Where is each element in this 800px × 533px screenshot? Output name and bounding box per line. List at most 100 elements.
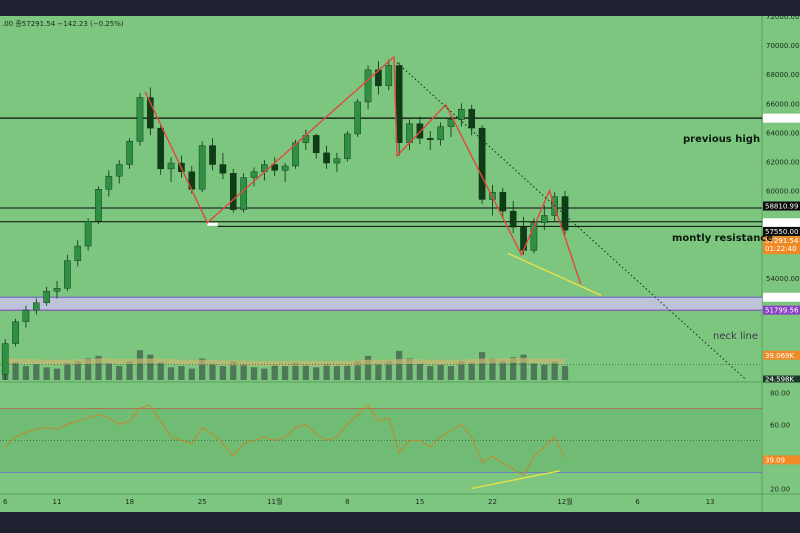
tag-neck-upper-text: 52683.98 [765, 294, 798, 302]
time-tick-label: 18 [125, 498, 134, 506]
tag-volume-last: 24.598K [763, 375, 800, 384]
candle-body [105, 175, 113, 190]
monthly-resistance-annotation[interactable]: montly resistance [672, 233, 773, 244]
price-chart[interactable]: 72000.00 70000.00 68000.00 66000.00 64000.00… [0, 16, 800, 512]
tag-resistance-mid: 57865.00 [763, 218, 800, 228]
volume-bar [458, 361, 465, 380]
volume-bar [53, 368, 61, 380]
volume-bar [147, 354, 154, 380]
volume-bar [271, 364, 278, 380]
candle-body [147, 97, 154, 129]
volume-bar [43, 367, 50, 380]
rsi-tick-label: 80.00 [770, 389, 790, 397]
time-tick-label: 13 [706, 498, 715, 506]
candle-body [323, 152, 330, 164]
volume-bar [406, 358, 413, 380]
candle-body [478, 127, 486, 200]
candle-body [426, 138, 434, 140]
tag-previous-high-bg [763, 113, 800, 123]
tag-rsi-last-text: 39.09 [765, 456, 785, 464]
volume-bar [541, 364, 548, 380]
volume-bar [478, 352, 486, 380]
volume-bar [22, 366, 30, 380]
volume-bar [33, 364, 40, 380]
tag-resistance-mid-bg [763, 218, 800, 228]
volume-bar [530, 363, 538, 380]
volume-bar [447, 366, 455, 380]
rsi-pane [0, 404, 762, 490]
horizontal-levels[interactable] [0, 117, 762, 227]
volume-bar [167, 367, 175, 380]
volume-bar [74, 361, 81, 380]
volume-bar [199, 358, 206, 380]
candle-body [64, 260, 71, 289]
volume-bar [437, 364, 444, 380]
tag-resistance-lower-text: 57550.00 [765, 228, 798, 236]
volume-bar [292, 362, 299, 380]
rsi-line [4, 404, 566, 477]
volume-bar [178, 366, 185, 380]
volume-bar [219, 366, 227, 380]
candle-body [1, 343, 9, 375]
price-tick-label: 70000.00 [766, 42, 799, 50]
volume-bar [385, 361, 392, 380]
price-tick-label: 60000.00 [766, 188, 799, 196]
neck-line-annotation[interactable]: neck line [713, 331, 758, 342]
time-tick-label: 15 [415, 498, 424, 506]
pattern-zigzag-line [144, 55, 582, 285]
time-tick-label: 12월 [557, 497, 572, 506]
volume-bar [209, 363, 216, 380]
volume-bar [313, 367, 320, 380]
previous-high-annotation[interactable]: previous high [683, 134, 760, 145]
candle-body [167, 162, 175, 170]
candle-body [509, 210, 517, 228]
tag-rsi-last: 39.09 [763, 455, 800, 465]
rsi-tick-label: 60.00 [770, 421, 790, 429]
candle-body [209, 145, 216, 165]
candle-body [198, 145, 206, 190]
tag-resistance-lower-bg [763, 226, 800, 236]
rsi-trend-line [471, 470, 560, 490]
volume-bar [240, 364, 247, 380]
volume-bar [126, 361, 133, 380]
price-tick-label: 66000.00 [766, 100, 799, 108]
neck-line-band [0, 297, 762, 311]
candle-body [281, 165, 289, 171]
tag-rsi-last-bg [763, 455, 800, 465]
time-tick-label: 11 [53, 498, 62, 506]
candle-body [84, 221, 92, 247]
tag-neck-lower-text: 51799.56 [765, 307, 799, 315]
pattern-drawings[interactable] [144, 55, 747, 381]
time-tick-label: 6 [3, 498, 8, 506]
candle-body [22, 309, 30, 322]
candle-body [447, 119, 455, 127]
volume-bar [157, 362, 164, 380]
tag-volume-last-bg [763, 375, 800, 383]
candle-body [271, 164, 279, 171]
volume-bar [323, 363, 330, 380]
tag-resistance-upper-bg [763, 201, 800, 211]
volume-bar [561, 366, 569, 380]
candle-body [354, 101, 361, 135]
volume-bar [364, 355, 372, 380]
tag-resistance-mid-text: 57865.00 [765, 219, 798, 227]
tag-previous-high: 64986.11 [763, 113, 800, 123]
candle-body [364, 69, 372, 103]
candle-body [250, 171, 258, 178]
candle-body [312, 135, 320, 154]
volume-bar [416, 363, 423, 380]
candle-body [468, 108, 476, 129]
candle-body [437, 126, 444, 140]
time-tick-label: 8 [345, 498, 349, 506]
candle-body [333, 158, 341, 164]
volume-bar [116, 366, 123, 380]
volume-bar [333, 366, 341, 380]
tag-neck-lower: 51799.56 [763, 305, 800, 315]
tag-resistance-upper: 58810.99 [763, 201, 800, 211]
tag-neck-upper-bg [763, 292, 800, 302]
candle-body [95, 189, 102, 222]
tag-last-price-bg [763, 236, 800, 255]
volume-bar [281, 366, 289, 380]
volume-bar [105, 363, 112, 380]
